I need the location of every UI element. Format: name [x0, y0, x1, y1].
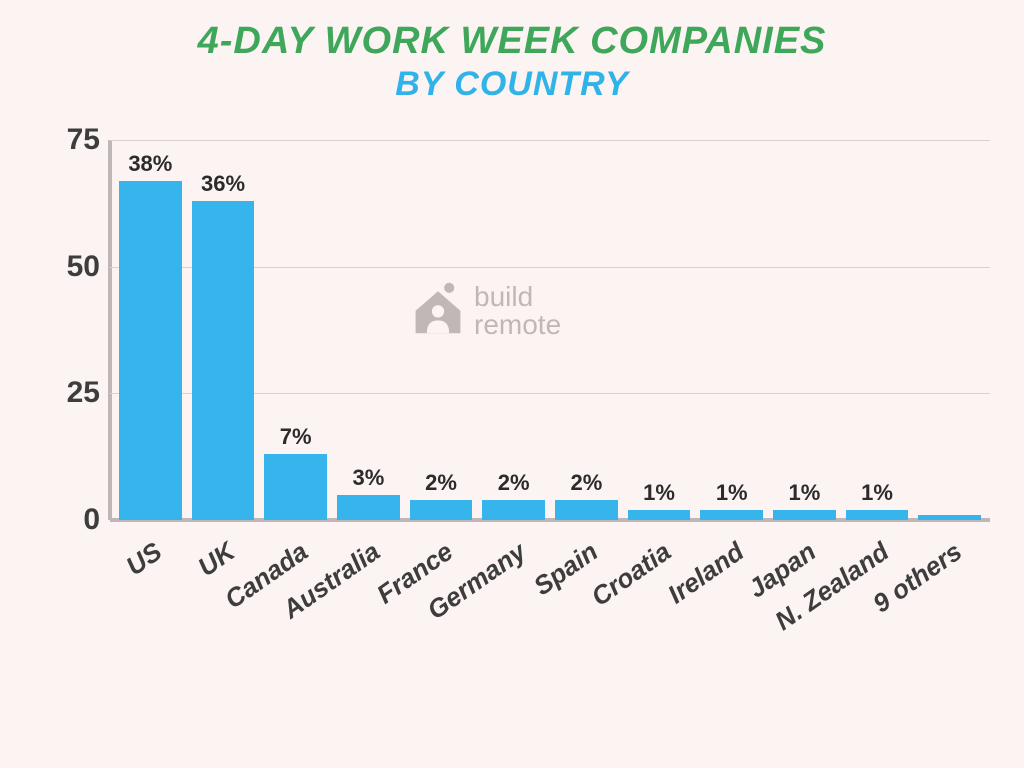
- title-main: 4-DAY WORK WEEK COMPANIES: [0, 20, 1024, 63]
- bar-value-label: 3%: [352, 465, 384, 491]
- bars-container: 38% 36% 7% 3% 2% 2% 2% 1% 1% 1% 1%: [110, 140, 990, 520]
- bar: [192, 201, 254, 520]
- y-tick-label: 25: [40, 376, 100, 410]
- x-axis-label: US: [121, 536, 168, 582]
- x-axis-labels: USUKCanadaAustraliaFranceGermanySpainCro…: [110, 528, 990, 668]
- bar: [773, 510, 835, 520]
- bar: [918, 515, 980, 520]
- bar: [482, 500, 544, 520]
- y-tick-label: 50: [40, 250, 100, 284]
- bar-value-label: 38%: [128, 151, 172, 177]
- bar-value-label: 7%: [280, 424, 312, 450]
- bar-value-label: 2%: [498, 470, 530, 496]
- y-tick-label: 75: [40, 123, 100, 157]
- bar-value-label: 36%: [201, 171, 245, 197]
- bar: [555, 500, 617, 520]
- bar: [846, 510, 908, 520]
- bar-slot: 2%: [405, 140, 478, 520]
- plot-area: build remote 38%36%7%3%2%2%2%1%1%1%1%: [110, 140, 990, 520]
- x-label-slot: 9 others: [913, 528, 986, 668]
- title-sub: BY COUNTRY: [0, 65, 1024, 104]
- infographic-page: 4-DAY WORK WEEK COMPANIES BY COUNTRY 0 25…: [0, 0, 1024, 768]
- bar: [700, 510, 762, 520]
- bar-slot: 7%: [259, 140, 332, 520]
- bar-slot: 1%: [841, 140, 914, 520]
- bar-chart: 0255075 build remote 38%: [40, 140, 990, 560]
- bar: [628, 510, 690, 520]
- y-tick-label: 0: [40, 503, 100, 537]
- bar-slot: 3%: [332, 140, 405, 520]
- bar: [337, 495, 399, 520]
- bar-slot: 38%: [114, 140, 187, 520]
- bar-slot: 2%: [477, 140, 550, 520]
- bar-slot: 1%: [695, 140, 768, 520]
- bar-value-label: 1%: [716, 480, 748, 506]
- bar: [264, 454, 326, 520]
- bar-slot: 1%: [768, 140, 841, 520]
- bar-value-label: 1%: [788, 480, 820, 506]
- bar-slot: [913, 140, 986, 520]
- bar-value-label: 2%: [425, 470, 457, 496]
- bar: [119, 181, 181, 520]
- bar-slot: 36%: [187, 140, 260, 520]
- x-label-slot: Germany: [477, 528, 550, 668]
- bar-value-label: 1%: [643, 480, 675, 506]
- bar: [410, 500, 472, 520]
- bar-slot: 1%: [623, 140, 696, 520]
- x-label-slot: US: [114, 528, 187, 668]
- bar-value-label: 2%: [570, 470, 602, 496]
- bar-value-label: 1%: [861, 480, 893, 506]
- x-axis-label: UK: [192, 536, 241, 583]
- bar-slot: 2%: [550, 140, 623, 520]
- title-block: 4-DAY WORK WEEK COMPANIES BY COUNTRY: [0, 0, 1024, 104]
